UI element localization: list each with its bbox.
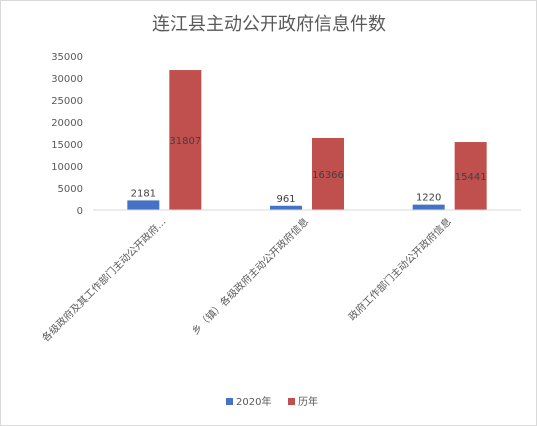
bar-series-all-years (169, 70, 202, 211)
y-tick-label: 5000 (58, 184, 83, 195)
data-labels: 2181 31807 961 16366 1220 15441 (131, 136, 487, 205)
y-tick-label: 30000 (51, 74, 83, 85)
legend-swatch (226, 398, 233, 405)
bar-series-2020 (127, 200, 160, 210)
chart-title: 连江县主动公开政府信息件数 (152, 14, 386, 35)
bar-series-2020 (270, 205, 302, 210)
y-axis: 0 5000 10000 15000 20000 25000 30000 35000 (51, 52, 83, 217)
bar-series-all-years (312, 137, 344, 210)
x-category-label: 乡（镇）各级政府主动公开政府信息 (189, 215, 311, 337)
y-tick-label: 0 (77, 206, 83, 217)
x-category-label: 各级政府及其工作部门主动公开政府… (39, 215, 168, 344)
x-category-label: 政府工作部门主动公开政府信息 (346, 215, 454, 323)
bar-value-label: 961 (276, 194, 295, 205)
legend-label: 历年 (298, 395, 318, 408)
y-tick-label: 10000 (51, 162, 83, 173)
y-tick-label: 35000 (51, 52, 83, 63)
legend-label: 2020年 (236, 395, 271, 408)
bars (127, 70, 487, 211)
bar-series-2020 (412, 204, 445, 210)
bar-series-all-years (454, 142, 487, 210)
bar-value-label: 16366 (312, 170, 344, 181)
bar-value-label: 2181 (131, 188, 156, 199)
bar-value-label: 15441 (455, 172, 487, 183)
bar-value-label: 1220 (416, 193, 441, 204)
y-tick-label: 25000 (51, 96, 83, 107)
y-tick-label: 20000 (51, 118, 83, 129)
bar-value-label: 31807 (169, 136, 201, 147)
legend-swatch (288, 398, 295, 405)
x-axis: 各级政府及其工作部门主动公开政府… 乡（镇）各级政府主动公开政府信息 政府工作部门主… (39, 209, 521, 344)
y-tick-label: 15000 (51, 140, 83, 151)
legend: 2020年 历年 (226, 395, 318, 408)
